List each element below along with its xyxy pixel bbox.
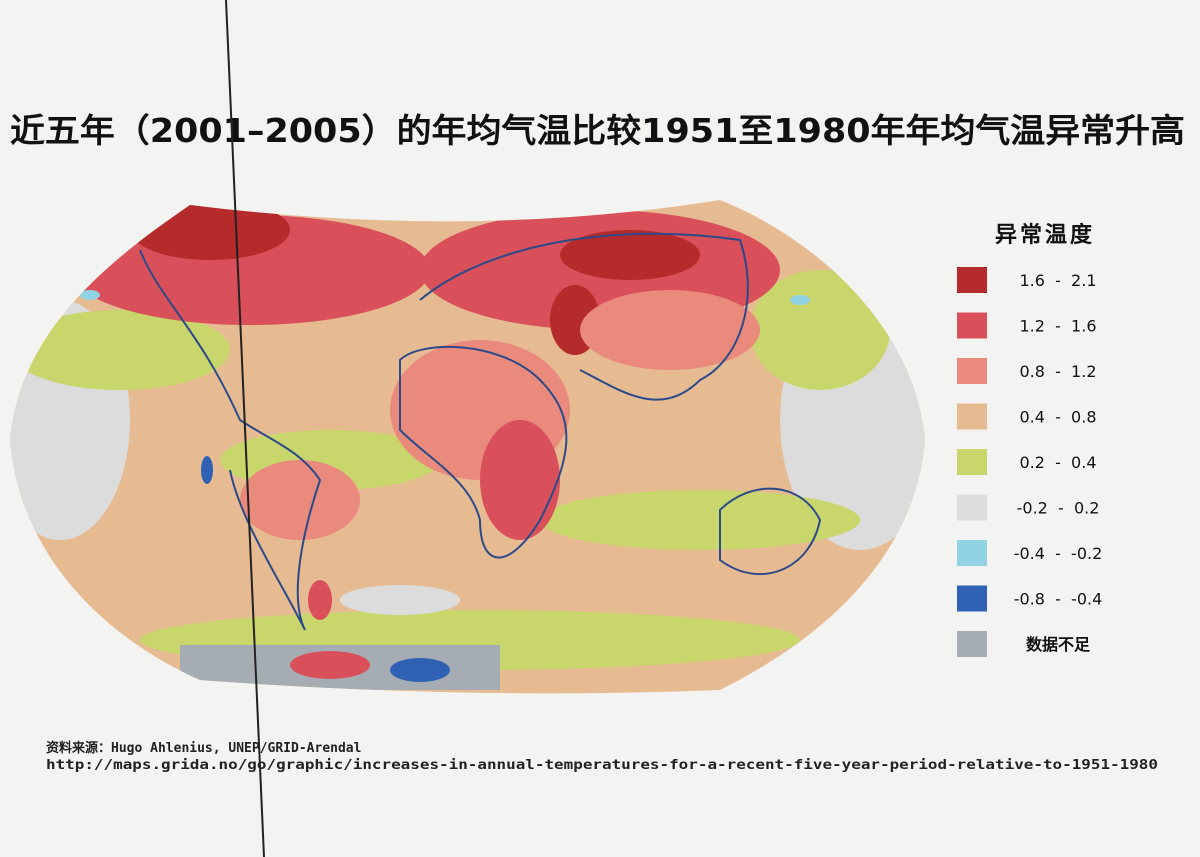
- legend-swatch: [957, 312, 987, 339]
- legend-swatch: [957, 631, 987, 657]
- legend-swatch: [957, 449, 987, 475]
- legend-label: -0.4 - -0.2: [1014, 544, 1103, 563]
- legend-swatch: [957, 540, 987, 566]
- legend-swatch: [957, 267, 987, 293]
- source-line: 资料来源：Hugo Ahlenius, UNEP/GRID-Arendal: [46, 740, 361, 756]
- legend-label: -0.8 - -0.4: [1014, 590, 1103, 609]
- legend-swatch: [957, 403, 987, 430]
- pole-line: [225, 0, 265, 857]
- legend-label: 0.2 - 0.4: [1019, 453, 1096, 472]
- legend-title: 异常温度: [995, 222, 1095, 248]
- legend-label: 数据不足: [1026, 635, 1091, 654]
- legend-swatch: [957, 358, 987, 384]
- legend-label: 0.4 - 0.8: [1019, 408, 1096, 427]
- legend: 1.6 - 2.1 1.2 - 1.6 0.8 - 1.2 0.4 - 0.8 0.2 …: [957, 267, 1102, 657]
- title: 近五年（2001–2005）的年均气温比较1951至1980年年均气温异常升高: [10, 111, 1185, 150]
- source-url: http://maps.grida.no/go/graphic/increase…: [46, 758, 1158, 773]
- world-map: [10, 200, 925, 694]
- legend-label: 1.6 - 2.1: [1019, 271, 1096, 290]
- legend-label: 0.8 - 1.2: [1019, 362, 1096, 381]
- legend-swatch: [957, 585, 987, 612]
- legend-label: 1.2 - 1.6: [1019, 317, 1096, 336]
- legend-swatch: [957, 494, 987, 521]
- legend-label: -0.2 - 0.2: [1017, 499, 1100, 518]
